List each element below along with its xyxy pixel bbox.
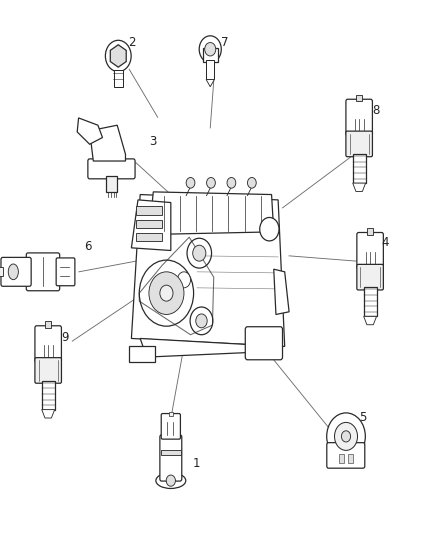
Polygon shape <box>140 338 283 357</box>
FancyBboxPatch shape <box>357 232 383 269</box>
Polygon shape <box>274 269 289 314</box>
FancyBboxPatch shape <box>88 159 135 179</box>
Circle shape <box>149 272 184 314</box>
Polygon shape <box>364 317 377 325</box>
Bar <box>169 412 173 416</box>
FancyBboxPatch shape <box>327 442 365 468</box>
Bar <box>136 233 162 241</box>
Bar <box>357 95 362 101</box>
Circle shape <box>106 41 131 71</box>
Circle shape <box>342 431 351 442</box>
Bar <box>0 268 3 276</box>
FancyBboxPatch shape <box>1 257 31 286</box>
Circle shape <box>199 36 221 63</box>
FancyBboxPatch shape <box>35 358 61 383</box>
Bar <box>206 60 214 79</box>
Bar <box>129 346 155 362</box>
FancyBboxPatch shape <box>346 99 372 136</box>
Text: 9: 9 <box>61 331 69 344</box>
Polygon shape <box>149 192 274 235</box>
Polygon shape <box>206 79 214 87</box>
Text: 5: 5 <box>359 411 366 424</box>
Bar <box>339 454 344 463</box>
Bar <box>353 154 366 183</box>
Circle shape <box>327 413 365 460</box>
Polygon shape <box>131 200 171 251</box>
Circle shape <box>205 43 216 56</box>
Ellipse shape <box>156 473 186 488</box>
Text: 6: 6 <box>84 240 92 253</box>
Bar <box>136 206 162 215</box>
Text: 2: 2 <box>128 36 136 49</box>
FancyBboxPatch shape <box>161 414 180 439</box>
Bar <box>348 454 353 463</box>
Circle shape <box>187 238 212 268</box>
Circle shape <box>335 422 357 450</box>
Circle shape <box>139 260 194 326</box>
Circle shape <box>193 245 206 261</box>
Circle shape <box>196 314 207 328</box>
Text: 4: 4 <box>381 236 389 249</box>
Text: 3: 3 <box>150 135 157 148</box>
Polygon shape <box>42 409 55 418</box>
Polygon shape <box>353 183 366 191</box>
Text: 7: 7 <box>220 36 228 49</box>
FancyBboxPatch shape <box>26 253 60 291</box>
Polygon shape <box>110 45 126 67</box>
Bar <box>367 228 373 235</box>
Circle shape <box>190 307 213 335</box>
Bar <box>203 48 218 61</box>
Bar <box>364 287 377 317</box>
Circle shape <box>166 475 175 486</box>
Circle shape <box>160 285 173 301</box>
Bar <box>106 175 117 192</box>
Bar <box>114 70 123 87</box>
Polygon shape <box>90 125 125 161</box>
Bar <box>46 321 51 328</box>
FancyBboxPatch shape <box>357 264 383 290</box>
Polygon shape <box>131 195 285 346</box>
Bar <box>136 220 162 228</box>
Circle shape <box>260 217 279 241</box>
FancyBboxPatch shape <box>245 327 283 360</box>
Circle shape <box>177 272 191 288</box>
Bar <box>161 450 181 455</box>
Ellipse shape <box>8 264 18 280</box>
FancyBboxPatch shape <box>35 326 61 362</box>
Circle shape <box>207 177 215 188</box>
FancyBboxPatch shape <box>346 131 372 157</box>
Text: 1: 1 <box>192 457 200 470</box>
FancyBboxPatch shape <box>160 435 182 481</box>
Text: 8: 8 <box>372 104 379 117</box>
Circle shape <box>227 177 236 188</box>
Circle shape <box>247 177 256 188</box>
FancyBboxPatch shape <box>56 258 75 286</box>
Circle shape <box>186 177 195 188</box>
Polygon shape <box>77 118 102 144</box>
Bar <box>42 381 55 409</box>
